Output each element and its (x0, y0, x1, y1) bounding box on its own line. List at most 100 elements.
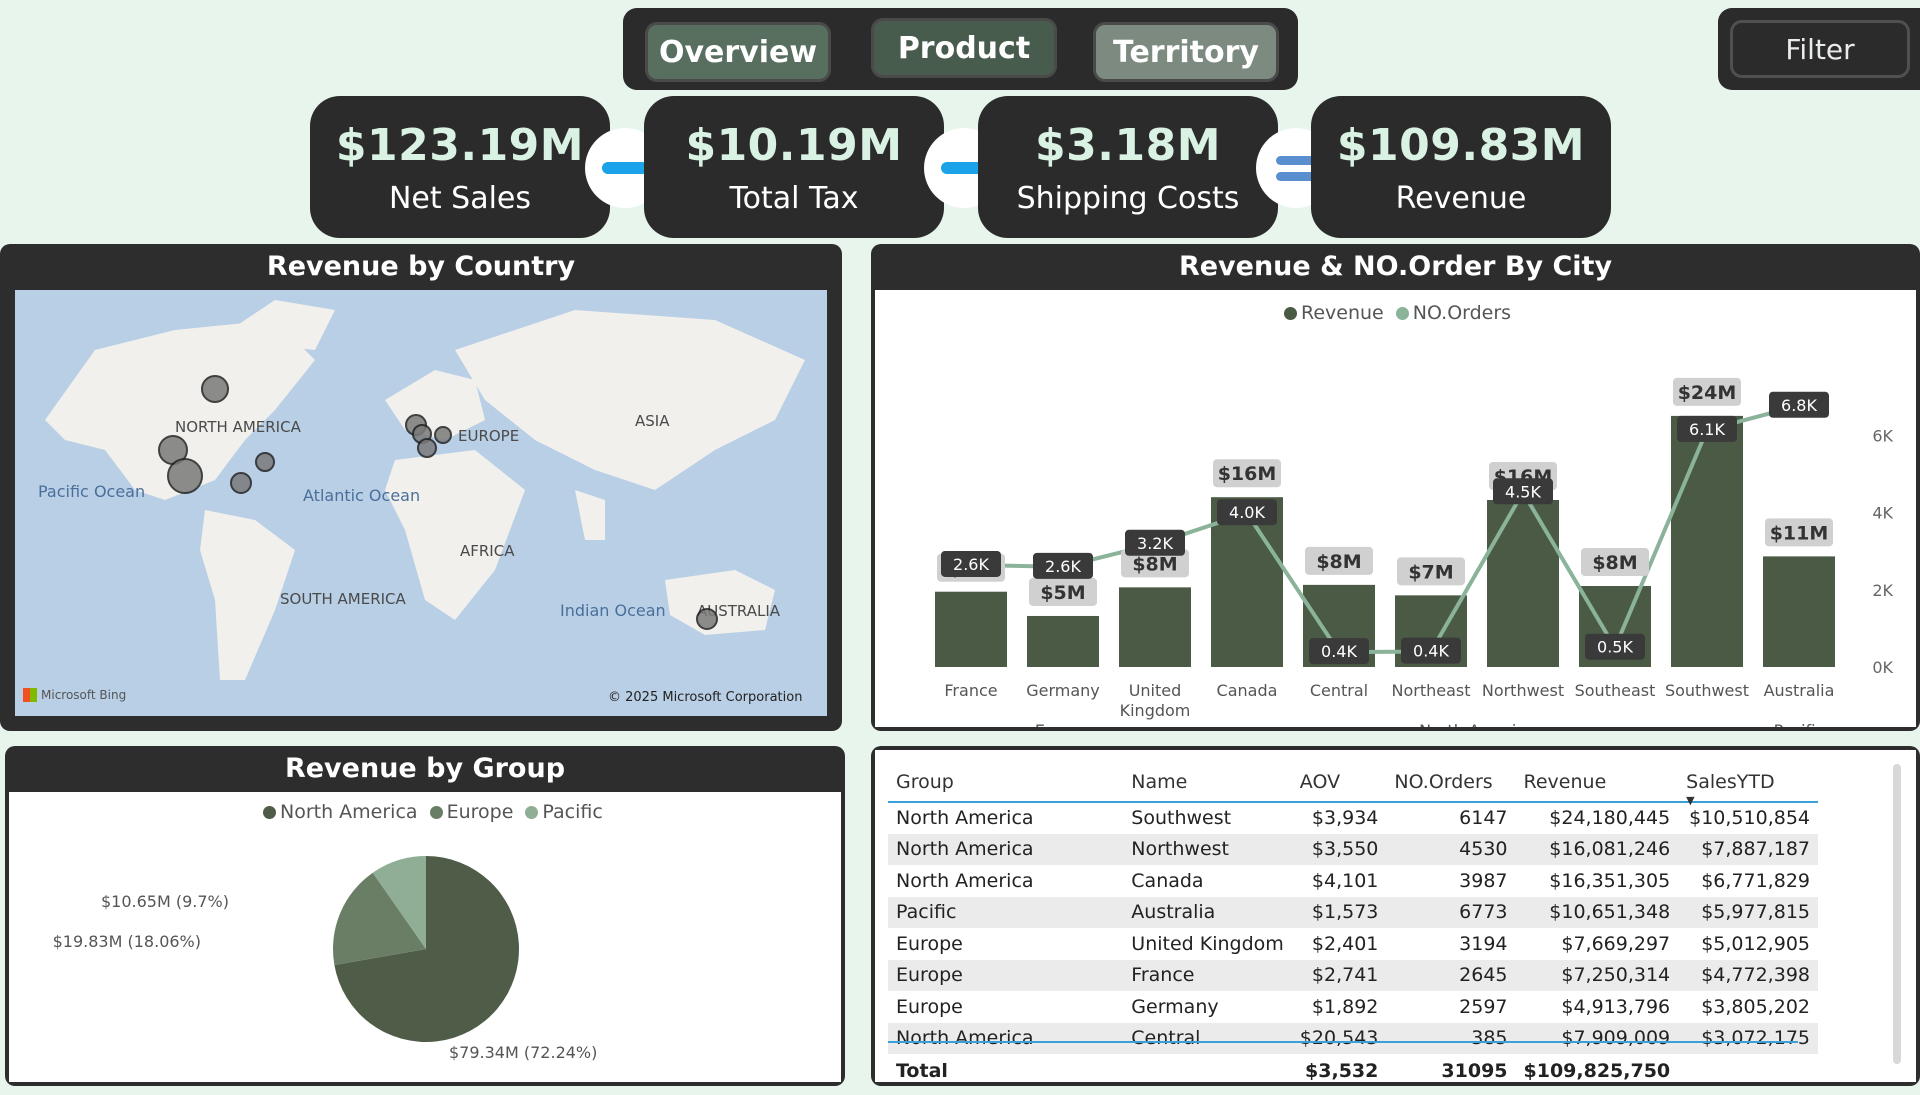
total-cell (1678, 1054, 1818, 1088)
col-header-salesytd[interactable]: SalesYTD ▼ (1686, 770, 1775, 808)
combo-chart-title: Revenue & NO.Order By City (1178, 251, 1613, 282)
bar-data-label: $16M (1218, 463, 1277, 485)
pie-slice[interactable] (372, 856, 426, 949)
total-cell: Total (896, 1060, 948, 1082)
bar-label-bg (1397, 557, 1465, 586)
table-cell: $2,741 (1291, 959, 1387, 991)
map-bubble[interactable] (255, 452, 275, 472)
legend-item-revenue[interactable]: Revenue (1284, 302, 1384, 324)
world-map[interactable]: NORTH AMERICA EUROPE ASIA AFRICA SOUTH A… (15, 290, 827, 716)
table-cell: Australia (1123, 896, 1292, 928)
col-header-revenue[interactable]: Revenue (1523, 770, 1607, 793)
table-row[interactable]: Europe Germany $1,892 2597 $4,913,796 $3,805,… (888, 991, 1818, 1023)
filter-button[interactable]: Filter (1730, 20, 1910, 78)
x-tick-label: Northeast (1391, 681, 1470, 700)
line-label-bg (941, 550, 1001, 577)
line-data-label: 4.0K (1229, 503, 1265, 522)
bar-revenue[interactable] (1119, 587, 1191, 667)
table-cell: $16,351,305 (1549, 869, 1671, 892)
bar-revenue[interactable] (1211, 497, 1283, 667)
bar-revenue[interactable] (1027, 615, 1099, 667)
ocean-label: Atlantic Ocean (303, 486, 421, 505)
table-cell: $3,072,175 (1678, 1022, 1818, 1054)
bar-data-label: $5M (1040, 582, 1085, 604)
map-bubble[interactable] (230, 472, 252, 494)
bar-data-label: $7M (1408, 561, 1453, 583)
table-cell: $4,101 (1311, 869, 1379, 892)
pie-slice[interactable] (334, 856, 519, 1042)
map-title: Revenue by Country (266, 251, 576, 282)
line-orders[interactable] (970, 403, 1800, 655)
bar-revenue[interactable] (935, 591, 1007, 667)
pie-data-label: $79.34M (72.24%) (449, 1043, 597, 1062)
legend-item-orders[interactable]: NO.Orders (1395, 302, 1511, 324)
tab-overview[interactable]: Overview (645, 22, 831, 82)
total-divider (888, 1041, 1798, 1043)
table-cell: $5,977,815 (1678, 896, 1818, 928)
map-bubble[interactable] (201, 375, 229, 403)
bar-revenue[interactable] (1671, 415, 1743, 667)
col-header-name[interactable]: Name (1131, 770, 1188, 793)
bar-revenue[interactable] (1763, 556, 1835, 667)
table-row[interactable]: Europe France $2,741 2645 $7,250,314 $4,772,3… (888, 959, 1818, 991)
table-cell: $7,669,297 (1561, 932, 1671, 955)
attribution-left: Microsoft Bing (41, 688, 127, 702)
table-cell: 2597 (1459, 995, 1508, 1018)
combo-chart-area: Revenue NO.Orders 0K 2K 4K 6K $7M 2.6K France $… (875, 290, 1916, 727)
bar-revenue[interactable] (1487, 500, 1559, 667)
total-cell: $3,532 (1305, 1060, 1379, 1082)
table-cell: 3194 (1459, 932, 1508, 955)
table-cell: $10,651,348 (1515, 896, 1679, 928)
map-bubble[interactable] (417, 438, 437, 458)
table-row[interactable]: North America Northwest $3,550 4530 $16,081,… (888, 833, 1818, 865)
table-scrollbar[interactable] (1893, 764, 1901, 1064)
kpi-value: $10.19M (685, 120, 903, 171)
bar-label-bg (1673, 377, 1741, 406)
table-cell: Europe (896, 932, 963, 955)
x-group-label: Pacific (1774, 721, 1825, 727)
bar-data-label: $11M (1770, 522, 1829, 544)
pie-slice[interactable] (333, 872, 426, 966)
table-row[interactable]: North America Southwest $3,934 6147 $24,180,… (888, 802, 1818, 834)
x-tick-label: Northwest (1482, 681, 1564, 700)
total-cell: 31095 (1441, 1060, 1508, 1082)
tab-product[interactable]: Product (871, 18, 1057, 78)
legend-item-pacific[interactable]: Pacific (525, 801, 603, 823)
pie-data-label: $19.83M (18.06%) (53, 932, 201, 951)
map-bubble[interactable] (696, 608, 718, 630)
col-header-orders[interactable]: NO.Orders (1394, 770, 1493, 793)
col-header-aov[interactable]: AOV (1299, 770, 1341, 793)
kpi-label: Net Sales (388, 181, 532, 216)
table-row[interactable]: Pacific Australia $1,573 6773 $10,651,348 $5,… (888, 896, 1818, 928)
table-row[interactable]: North America Canada $4,101 3987 $16,351,305… (888, 865, 1818, 897)
table-row[interactable]: North America Central $20,543 385 $7,909,009… (888, 1022, 1818, 1054)
total-cell (1123, 1054, 1292, 1088)
kpi-label: Total Tax (729, 181, 859, 216)
bar-data-label: $8M (1316, 551, 1361, 573)
total-row: Total $3,532 31095 $109,825,750 (888, 1054, 1818, 1088)
x-tick-label: United (1129, 681, 1182, 700)
x-tick-label: Southwest (1665, 681, 1749, 700)
table-cell: North America (888, 1022, 1124, 1054)
bar-label-bg (1765, 518, 1833, 547)
table-cell: 3987 (1459, 869, 1508, 892)
map-card: Revenue by Country NORTH AMERICA EUROPE … (0, 244, 842, 731)
attribution-right: © 2025 Microsoft Corporation (608, 690, 803, 705)
microsoft-logo-icon (23, 688, 37, 702)
legend-item-europe[interactable]: Europe (429, 801, 513, 823)
line-data-label: 4.5K (1505, 482, 1541, 501)
table-row[interactable]: Europe United Kingdom $2,401 3194 $7,669,297… (888, 928, 1818, 960)
table-cell: $7,250,314 (1515, 959, 1679, 991)
map-bubble[interactable] (167, 458, 203, 494)
kpi-shipping-costs: $3.18M Shipping Costs (978, 96, 1278, 238)
ocean-label: Indian Ocean (560, 601, 666, 620)
table-cell: 385 (1386, 1022, 1516, 1054)
tab-territory[interactable]: Territory (1093, 22, 1279, 82)
col-header-group[interactable]: Group (896, 770, 954, 793)
map-bubble[interactable] (434, 426, 452, 444)
legend-item-north-america[interactable]: North America (263, 801, 418, 823)
sort-desc-icon: ▼ (1686, 794, 1695, 807)
table-cell: $24,180,445 (1549, 807, 1671, 830)
bar-data-label: $8M (1132, 553, 1177, 575)
x-tick-label: Central (1310, 681, 1368, 700)
